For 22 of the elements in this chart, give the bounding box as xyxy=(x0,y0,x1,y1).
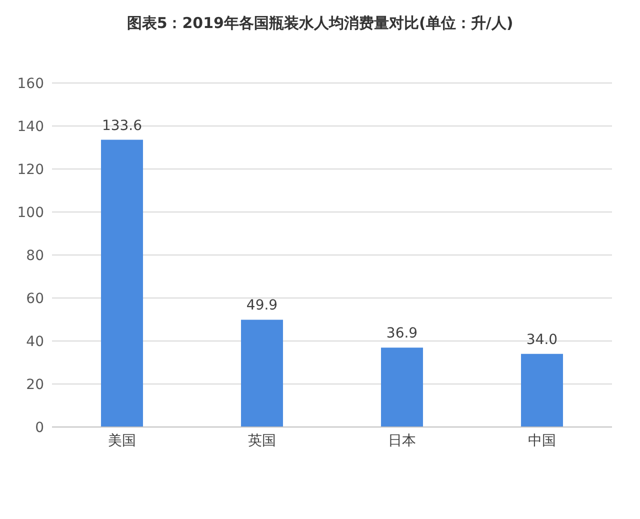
y-tick-label: 80 xyxy=(26,248,44,264)
bar xyxy=(101,140,143,427)
y-tick-label: 60 xyxy=(26,290,44,307)
data-label: 49.9 xyxy=(246,298,278,314)
x-tick-label: 日本 xyxy=(388,432,416,449)
y-tick-label: 40 xyxy=(26,334,44,350)
data-label: 34.0 xyxy=(526,332,558,348)
x-tick-label: 英国 xyxy=(248,432,276,449)
x-tick-label: 美国 xyxy=(108,432,136,449)
data-label: 133.6 xyxy=(102,118,142,134)
y-tick-label: 140 xyxy=(17,118,44,135)
y-tick-label: 100 xyxy=(17,204,44,221)
x-tick-label: 中国 xyxy=(528,432,556,449)
y-tick-label: 120 xyxy=(17,162,44,178)
y-tick-label: 160 xyxy=(17,76,44,92)
y-tick-label: 0 xyxy=(35,420,44,436)
chart-title: 图表5：2019年各国瓶装水人均消费量对比(单位：升/人) xyxy=(126,13,514,34)
bar xyxy=(241,320,283,427)
bar xyxy=(381,348,423,427)
bar xyxy=(521,354,563,427)
data-label: 36.9 xyxy=(386,326,418,342)
y-tick-label: 20 xyxy=(26,376,44,393)
